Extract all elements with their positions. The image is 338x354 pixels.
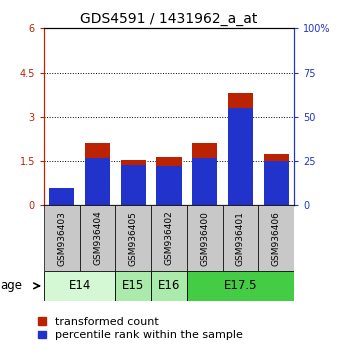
Bar [264,154,289,205]
FancyBboxPatch shape [187,205,223,271]
Bar [156,166,182,205]
Text: GSM936400: GSM936400 [200,211,209,266]
Bar [264,161,289,205]
Bar [228,108,253,205]
FancyBboxPatch shape [115,205,151,271]
Legend: transformed count, percentile rank within the sample: transformed count, percentile rank withi… [38,317,243,340]
FancyBboxPatch shape [258,205,294,271]
FancyBboxPatch shape [80,205,115,271]
Text: GSM936403: GSM936403 [57,211,66,266]
Bar [85,143,110,205]
Text: GSM936405: GSM936405 [129,211,138,266]
Text: age: age [0,279,23,292]
FancyBboxPatch shape [151,205,187,271]
FancyBboxPatch shape [223,205,258,271]
Text: GSM936406: GSM936406 [272,211,281,266]
Text: E14: E14 [69,279,91,292]
FancyBboxPatch shape [44,271,115,301]
FancyBboxPatch shape [44,205,80,271]
Bar [121,160,146,205]
FancyBboxPatch shape [115,271,151,301]
Text: GSM936404: GSM936404 [93,211,102,266]
Bar [49,198,74,205]
Bar [49,188,74,205]
FancyBboxPatch shape [151,271,187,301]
Text: E16: E16 [158,279,180,292]
FancyBboxPatch shape [187,271,294,301]
Text: E15: E15 [122,279,144,292]
Bar [121,165,146,205]
Bar [192,158,217,205]
Title: GDS4591 / 1431962_a_at: GDS4591 / 1431962_a_at [80,12,258,26]
Text: GSM936402: GSM936402 [165,211,173,266]
Bar [156,156,182,205]
Text: E17.5: E17.5 [224,279,257,292]
Bar [192,143,217,205]
Text: GSM936401: GSM936401 [236,211,245,266]
Bar [228,93,253,205]
Bar [85,158,110,205]
